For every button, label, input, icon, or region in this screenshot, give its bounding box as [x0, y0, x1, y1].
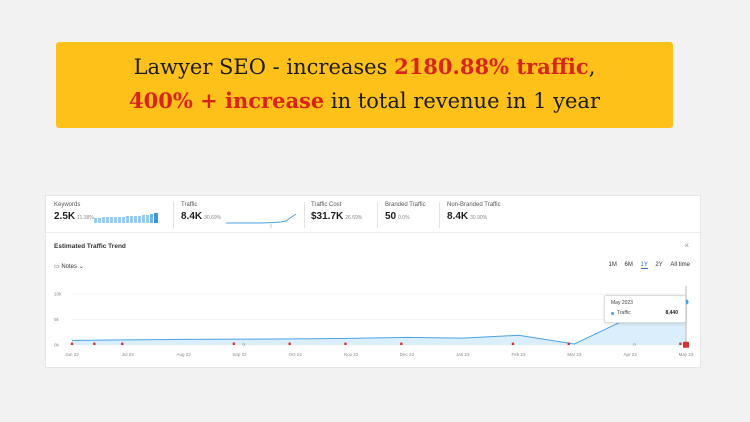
metric-label: Branded Traffic	[385, 202, 426, 208]
range-all-time[interactable]: All time	[670, 262, 690, 268]
metric-keywords[interactable]: Keywords 2.5K 11.38%	[54, 202, 94, 222]
x-tick-label: Aug 22	[177, 352, 192, 357]
notes-icon: ▭	[54, 264, 60, 270]
metric-divider	[439, 202, 440, 228]
metric-value: $31.7K	[311, 211, 344, 222]
note-flag-icon	[400, 342, 403, 345]
notes-dropdown[interactable]: ▭ Notes ⌄	[54, 263, 84, 270]
metric-value: 8.4K	[181, 211, 203, 222]
chart-tooltip: May 2023 Traffic 8,440	[604, 295, 686, 323]
metric-change: 11.38%	[77, 215, 94, 221]
range-1y[interactable]: 1Y	[640, 262, 648, 269]
notes-label: Notes	[61, 264, 78, 270]
metric-divider	[173, 202, 174, 228]
y-tick-label: 5k	[54, 317, 60, 322]
traffic-area	[72, 301, 686, 345]
close-icon[interactable]: ×	[684, 241, 689, 250]
range-1m[interactable]: 1M	[608, 262, 617, 268]
tooltip-series-dot	[611, 312, 614, 315]
note-flag-icon	[93, 342, 96, 345]
google-update-icon: G	[242, 342, 245, 347]
traffic-trend-chart: 0k 5k 10k Jun 22 Jul 22 Aug 22 Sep 22 Oct 22 No…	[54, 286, 694, 357]
x-tick-label: Oct 22	[289, 352, 303, 357]
metric-value: 8.4K	[447, 211, 469, 222]
metric-label: Traffic Cost	[311, 202, 342, 208]
headline-text: Lawyer SEO - increases	[133, 55, 395, 79]
x-tick-label: Jun 22	[65, 352, 79, 357]
note-flag-icon	[679, 342, 682, 345]
metric-label: Traffic	[181, 202, 198, 208]
x-tick-label: May 23	[679, 352, 694, 357]
headline-banner: Lawyer SEO - increases 2180.88% traffic,…	[56, 42, 673, 128]
traffic-sparkline	[226, 213, 296, 228]
metric-change: 30.69%	[204, 215, 222, 221]
metric-non-branded-traffic[interactable]: Non-Branded Traffic 8.4K 30.90%	[447, 202, 501, 222]
tooltip-date: May 2023	[611, 300, 633, 306]
note-flag-icon	[121, 342, 124, 345]
traffic-line	[71, 301, 687, 345]
trend-title: Estimated Traffic Trend	[54, 243, 126, 250]
x-tick-label: Feb 23	[512, 352, 527, 357]
metric-change: 30.90%	[470, 215, 488, 221]
metric-label: Non-Branded Traffic	[447, 202, 501, 208]
keywords-mini-bar-chart	[94, 213, 158, 223]
metrics-bar: Keywords 2.5K 11.38% Traffic 8.4K 30.69%	[46, 196, 702, 233]
metric-value: 50	[385, 211, 397, 222]
range-selector: 1M 6M 1Y 2Y All time	[602, 262, 690, 269]
x-tick-label: Dec 22	[400, 352, 415, 357]
note-flag-icon	[288, 342, 291, 345]
headline-line-1: Lawyer SEO - increases 2180.88% traffic,	[56, 50, 673, 84]
metric-branded-traffic[interactable]: Branded Traffic 50 0.0%	[385, 202, 426, 222]
traffic-overview-card: Keywords 2.5K 11.38% Traffic 8.4K 30.69%	[45, 195, 702, 368]
range-2y[interactable]: 2Y	[655, 262, 663, 268]
tooltip-series-name: Traffic	[617, 310, 631, 316]
y-tick-label: 0k	[54, 343, 60, 348]
x-tick-label: Jan 23	[456, 352, 470, 357]
metric-change: 26.69%	[345, 215, 363, 221]
traffic-highlight: 2180.88% traffic	[394, 54, 589, 79]
x-tick-label: Jul 22	[122, 352, 135, 357]
note-flag-icon	[344, 342, 347, 345]
x-tick-label: Sep 22	[232, 352, 247, 357]
metric-change: 0.0%	[398, 215, 410, 221]
x-tick-label: Nov 22	[344, 352, 359, 357]
y-tick-label: 10k	[54, 292, 62, 297]
headline-line-2: 400% + increase in total revenue in 1 ye…	[56, 84, 673, 118]
headline-text-2: in total revenue in 1 year	[324, 89, 600, 113]
metric-divider	[377, 202, 378, 228]
chevron-down-icon: ⌄	[78, 264, 84, 270]
current-flag-icon	[683, 341, 689, 348]
note-flag-icon	[232, 342, 236, 345]
google-update-icon: G	[633, 342, 636, 347]
headline-comma: ,	[588, 55, 596, 79]
revenue-highlight: 400% + increase	[128, 88, 325, 113]
metric-traffic-cost[interactable]: Traffic Cost $31.7K 26.69%	[311, 202, 362, 222]
note-flag-icon	[567, 342, 570, 345]
x-tick-label: Mar 23	[567, 352, 582, 357]
metric-label: Keywords	[54, 202, 81, 208]
range-6m[interactable]: 6M	[624, 262, 633, 268]
metric-value: 2.5K	[54, 211, 76, 222]
x-tick-label: Apr 23	[624, 352, 638, 357]
note-flag-icon	[70, 342, 74, 345]
metric-divider	[304, 202, 305, 228]
tooltip-value: 8,440	[665, 310, 678, 316]
metric-traffic[interactable]: Traffic 8.4K 30.69%	[181, 202, 221, 222]
note-flag-icon	[511, 342, 515, 345]
